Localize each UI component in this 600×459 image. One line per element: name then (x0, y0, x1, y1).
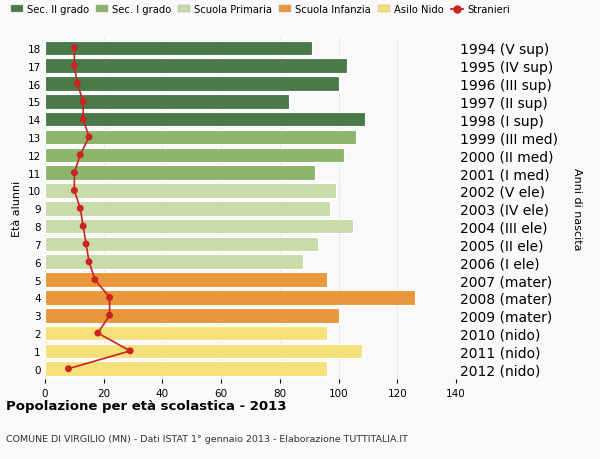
Point (70, 187, 79, 195)
Bar (45, 95, 289, 109)
Point (64, 365, 73, 373)
Text: COMUNE DI VIRGILIO (MN) - Dati ISTAT 1° gennaio 2013 - Elaborazione TUTTITALIA.I: COMUNE DI VIRGILIO (MN) - Dati ISTAT 1° … (6, 434, 408, 443)
Point (105, 294, 115, 302)
Bar (45, 184, 335, 198)
Point (70, 63, 79, 70)
Bar (45, 219, 353, 234)
Bar (45, 237, 318, 252)
Point (105, 312, 115, 319)
Point (79, 223, 88, 230)
Bar (45, 308, 338, 323)
Bar (45, 362, 327, 376)
Bar (45, 130, 356, 145)
Point (125, 347, 135, 355)
Point (90, 276, 100, 284)
Bar (45, 255, 304, 269)
Bar (45, 166, 315, 180)
Text: Popolazione per età scolastica - 2013: Popolazione per età scolastica - 2013 (6, 399, 287, 412)
Point (76, 152, 85, 159)
Bar (45, 148, 344, 163)
Y-axis label: Anni di nascita: Anni di nascita (572, 168, 582, 250)
Bar (45, 41, 312, 56)
Point (70, 45, 79, 52)
Bar (45, 291, 415, 305)
Point (84, 258, 94, 266)
Bar (45, 77, 338, 92)
Point (79, 116, 88, 123)
Bar (45, 59, 347, 74)
Point (93, 330, 103, 337)
Bar (45, 344, 362, 358)
Bar (45, 326, 327, 341)
Point (84, 134, 94, 141)
Y-axis label: Età alunni: Età alunni (12, 181, 22, 237)
Point (79, 99, 88, 106)
Point (73, 81, 82, 88)
Point (76, 205, 85, 213)
Bar (45, 112, 365, 127)
Legend: Sec. II grado, Sec. I grado, Scuola Primaria, Scuola Infanzia, Asilo Nido, Stran: Sec. II grado, Sec. I grado, Scuola Prim… (11, 5, 509, 15)
Bar (45, 202, 330, 216)
Bar (45, 273, 327, 287)
Point (70, 170, 79, 177)
Point (81, 241, 91, 248)
